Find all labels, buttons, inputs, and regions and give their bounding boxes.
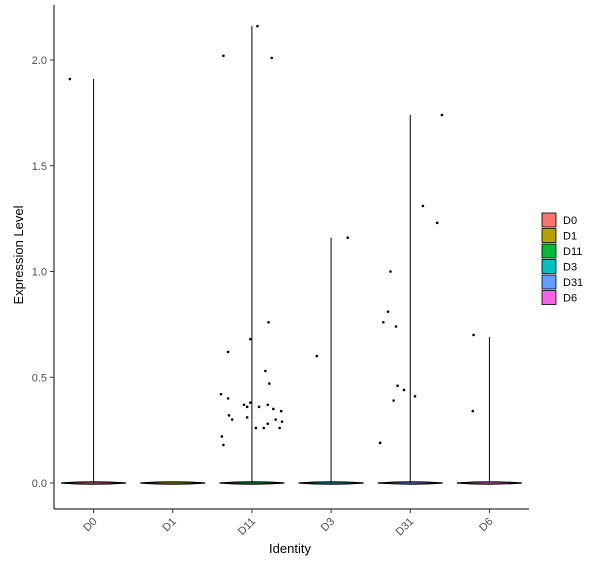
data-point — [471, 409, 475, 413]
legend-key — [541, 212, 557, 228]
data-point — [256, 24, 259, 28]
x-tick-label: D3 — [319, 516, 337, 534]
data-point — [271, 407, 275, 411]
legend-key — [541, 274, 557, 290]
legend-key — [541, 290, 557, 305]
legend-key — [541, 228, 557, 243]
violin-body — [140, 481, 206, 485]
data-point — [267, 320, 270, 324]
x-tick-label: D0 — [81, 516, 99, 534]
legend-label: D0 — [563, 215, 577, 227]
data-point — [266, 422, 270, 426]
legend-key — [541, 243, 557, 259]
data-point — [386, 310, 390, 313]
data-point — [220, 435, 224, 438]
data-point — [421, 204, 425, 208]
data-point — [242, 403, 246, 407]
y-axis-ticks: 0.0 0.5 1.0 1.5 2.0 — [32, 55, 54, 490]
plot-area — [61, 24, 522, 485]
data-point — [394, 325, 398, 328]
data-point — [346, 236, 350, 239]
data-point — [274, 418, 277, 421]
legend: D0 D1 D11 D3 D31 D6 — [541, 212, 583, 305]
data-point — [249, 337, 252, 341]
legend-label: D3 — [563, 262, 577, 274]
data-point — [230, 418, 234, 421]
y-tick-label: 0.5 — [32, 372, 47, 384]
data-point — [268, 382, 271, 385]
y-tick-label: 0.0 — [32, 478, 47, 490]
x-tick-label: D1 — [160, 516, 178, 534]
data-point — [440, 113, 444, 117]
data-point — [382, 320, 385, 324]
y-tick-label: 1.0 — [32, 267, 47, 279]
data-point — [227, 414, 231, 417]
data-point — [278, 426, 281, 430]
legend-label: D31 — [563, 277, 583, 289]
y-tick-label: 2.0 — [32, 55, 47, 67]
data-point — [270, 56, 274, 60]
data-point — [435, 221, 439, 225]
data-point — [264, 369, 267, 373]
data-point — [279, 409, 283, 413]
y-tick-label: 1.5 — [32, 161, 47, 173]
y-axis-title: Expression Level — [11, 205, 26, 304]
data-point — [472, 333, 475, 337]
data-point — [226, 397, 230, 400]
data-point — [392, 399, 395, 402]
data-point — [226, 350, 230, 354]
data-point — [280, 420, 284, 423]
legend-label: D11 — [563, 246, 582, 258]
data-point — [402, 388, 406, 392]
data-point — [68, 77, 72, 81]
legend-label: D6 — [563, 293, 577, 305]
data-point — [254, 426, 258, 430]
data-point — [245, 405, 249, 409]
data-point — [219, 392, 223, 396]
data-point — [257, 405, 261, 409]
legend-label: D1 — [563, 231, 577, 243]
x-axis-title: Identity — [269, 541, 311, 556]
x-tick-label: D31 — [394, 516, 417, 539]
data-point — [315, 354, 319, 358]
data-point — [222, 54, 225, 58]
data-point — [245, 416, 249, 419]
data-point — [378, 441, 382, 445]
x-axis-ticks: D0 D1 D11 D3 D31 D6 — [81, 509, 496, 539]
data-point — [249, 401, 252, 404]
data-point — [262, 426, 266, 430]
data-point — [396, 384, 399, 388]
data-point — [389, 270, 392, 273]
legend-key — [541, 259, 557, 274]
data-point — [413, 394, 417, 398]
x-tick-label: D11 — [236, 516, 258, 538]
data-point — [222, 443, 225, 447]
x-tick-label: D6 — [477, 516, 495, 534]
data-point — [266, 403, 270, 407]
